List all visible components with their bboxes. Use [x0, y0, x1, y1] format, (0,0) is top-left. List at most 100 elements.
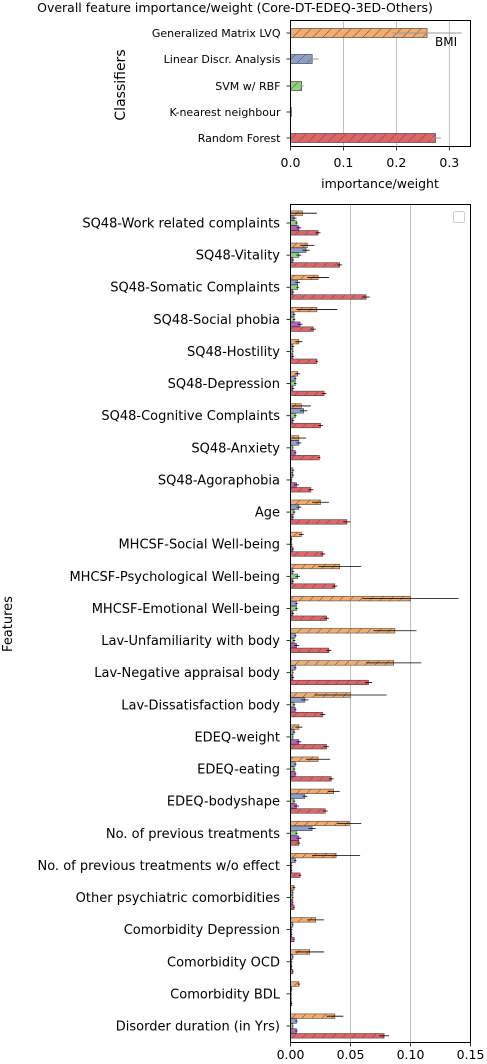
feature-chart-gridlines — [290, 204, 471, 1043]
bar-hatch-edeq-weight-generalized-matrix-lvq — [290, 724, 299, 730]
bar-hatch-sq48-agoraphobia-random-forest — [290, 487, 311, 493]
feature-y-tick-label: MHCSF-Social Well-being — [118, 538, 280, 553]
bar-hatch-mhcsf-emotional-well-being-random-forest — [290, 615, 327, 621]
bar-hatch-sq48-social-phobia-random-forest — [290, 326, 314, 332]
bar-hatch-mhcsf-emotional-well-being-generalized-matrix-lvq — [290, 596, 411, 601]
bar-hatch-other-psychiatric-comorbidities-random-forest — [290, 905, 295, 910]
bar-hatch-lav-negative-appraisal-body-generalized-matrix-lvq — [290, 660, 394, 666]
bar-hatch-lav-dissatisfaction-body-random-forest — [290, 712, 323, 717]
legend-box — [453, 211, 465, 223]
bar-hatch-lav-unfamiliarity-with-body-random-forest — [290, 648, 329, 653]
bar-hatch-edeq-eating-random-forest — [290, 776, 332, 782]
bar-hatch-linear-discr-analysis — [290, 54, 313, 64]
bar-hatch-lav-negative-appraisal-body-random-forest — [290, 680, 369, 685]
top-chart-y-ticks: Generalized Matrix LVQ Linear Discr. Anal… — [152, 27, 291, 145]
bar-hatch-comorbidity-ocd-random-forest — [290, 969, 293, 974]
feature-y-tick-label: SQ48-Anxiety — [191, 441, 280, 456]
top-y-tick-label: Linear Discr. Analysis — [164, 53, 281, 66]
top-chart-title: Overall feature importance/weight (Core-… — [37, 0, 433, 15]
feature-y-tick-label: Comorbidity BDL — [170, 987, 281, 1002]
bar-hatch-no-of-previous-treatments-random-forest — [290, 840, 299, 846]
bar-hatch-edeq-bodyshape-random-forest — [290, 808, 326, 814]
feature-y-tick-label: MHCSF-Emotional Well-being — [92, 602, 280, 617]
feature-y-tick-label: SQ48-Hostility — [187, 345, 280, 360]
top-x-tick-label: 0.3 — [439, 155, 459, 170]
feature-y-tick-label: Comorbidity OCD — [167, 955, 280, 970]
top-y-tick-label: SVM w/ RBF — [215, 80, 280, 93]
top-chart-annotation: BMI — [435, 35, 457, 49]
bar-hatch-sq48-depression-random-forest — [290, 391, 325, 396]
classifier-importance-chart: Overall feature importance/weight (Core-… — [37, 0, 471, 191]
bar-hatch-sq48-somatic-complaints-generalized-matrix-lvq — [290, 275, 319, 280]
bar-hatch-sq48-anxiety-random-forest — [290, 455, 320, 460]
feature-y-tick-label: SQ48-Vitality — [196, 249, 281, 264]
top-chart-gridlines — [290, 20, 450, 147]
feature-y-tick-label: SQ48-Somatic Complaints — [110, 281, 280, 296]
top-y-tick-label: Generalized Matrix LVQ — [152, 27, 281, 40]
feature-x-tick-label: 0.05 — [337, 1047, 365, 1062]
feature-y-tick-label: Comorbidity Depression — [124, 923, 280, 938]
bar-hatch-comorbidity-bdl-generalized-matrix-lvq — [290, 981, 299, 987]
bar-hatch-mhcsf-psychological-well-being-generalized-matrix-lvq — [290, 564, 340, 569]
feature-importance-chart: SQ48-Work related complaints SQ48-Vitalit… — [1, 204, 485, 1062]
feature-chart-frame — [290, 204, 471, 1043]
bar-hatch-sq48-somatic-complaints-random-forest — [290, 294, 367, 300]
feature-chart-y-ticks: SQ48-Work related complaints SQ48-Vitalit… — [37, 217, 291, 1035]
feature-y-tick-label: MHCSF-Psychological Well-being — [69, 570, 280, 585]
bar-hatch-disorder-duration-in-yrs-generalized-matrix-lvq — [290, 1013, 335, 1019]
feature-y-tick-label: Disorder duration (in Yrs) — [116, 1020, 280, 1035]
bar-hatch-other-psychiatric-comorbidities-generalized-matrix-lvq — [290, 885, 295, 891]
top-y-tick-label: K-nearest neighbour — [169, 106, 281, 119]
bar-hatch-sq48-hostility-random-forest — [290, 358, 317, 364]
bar-hatch-edeq-weight-random-forest — [290, 744, 327, 750]
feature-chart-ylabel: Features — [1, 596, 16, 652]
bar-hatch-sq48-hostility-generalized-matrix-lvq — [290, 339, 299, 344]
top-chart-xlabel: importance/weight — [321, 176, 439, 191]
top-y-tick-label: Random Forest — [198, 132, 281, 145]
feature-y-tick-label: Lav-Unfamiliarity with body — [101, 634, 280, 649]
feature-y-tick-label: No. of previous treatments w/o effect — [37, 859, 280, 874]
bar-hatch-sq48-work-related-complaints-random-forest — [290, 230, 319, 236]
feature-y-tick-label: EDEQ-bodyshape — [167, 795, 280, 810]
bar-hatch-age-generalized-matrix-lvq — [290, 499, 321, 505]
feature-y-tick-label: SQ48-Social phobia — [153, 313, 280, 328]
top-chart-x-ticks: 0.0 0.1 0.2 0.3 — [281, 146, 459, 170]
feature-y-tick-label: SQ48-Work related complaints — [82, 217, 280, 232]
bar-hatch-lav-unfamiliarity-with-body-generalized-matrix-lvq — [290, 628, 395, 634]
bar-hatch-svm-w-rbf — [290, 81, 302, 91]
bar-hatch-age-random-forest — [290, 519, 347, 525]
feature-y-tick-label: Lav-Negative appraisal body — [94, 666, 280, 681]
feature-y-tick-label: SQ48-Cognitive Complaints — [101, 409, 280, 424]
bar-hatch-comorbidity-depression-generalized-matrix-lvq — [290, 917, 316, 923]
feature-chart-bars — [290, 210, 459, 1039]
bar-hatch-mhcsf-social-well-being-random-forest — [290, 551, 323, 557]
feature-y-tick-label: Age — [255, 506, 280, 521]
top-x-tick-label: 0.0 — [281, 155, 301, 170]
bar-hatch-random-forest — [290, 133, 436, 143]
top-x-tick-label: 0.1 — [333, 155, 353, 170]
feature-y-tick-label: SQ48-Depression — [168, 377, 280, 392]
bar-hatch-mhcsf-social-well-being-generalized-matrix-lvq — [290, 532, 302, 537]
bar-hatch-generalized-matrix-lvq — [290, 28, 428, 38]
bar-hatch-edeq-bodyshape-generalized-matrix-lvq — [290, 789, 334, 794]
feature-y-tick-label: No. of previous treatments — [106, 827, 280, 842]
bar-hatch-disorder-duration-in-yrs-random-forest — [290, 1033, 385, 1039]
top-chart-bars — [290, 28, 462, 143]
feature-x-tick-label: 0.15 — [457, 1047, 485, 1062]
bar-hatch-sq48-vitality-generalized-matrix-lvq — [290, 243, 308, 248]
feature-y-tick-label: Other psychiatric comorbidities — [76, 891, 281, 906]
feature-y-tick-label: Lav-Dissatisfaction body — [121, 698, 280, 713]
bar-hatch-no-of-previous-treatments-w-o-effect-random-forest — [290, 872, 301, 878]
bar-hatch-comorbidity-depression-random-forest — [290, 937, 295, 942]
bar-hatch-no-of-previous-treatments-generalized-matrix-lvq — [290, 821, 350, 826]
bar-hatch-sq48-depression-generalized-matrix-lvq — [290, 371, 298, 377]
feature-chart-x-ticks: 0.00 0.05 0.10 0.15 — [277, 1042, 485, 1062]
feature-y-tick-label: EDEQ-eating — [197, 763, 280, 778]
top-x-tick-label: 0.2 — [386, 155, 406, 170]
top-chart-frame — [290, 20, 471, 147]
bar-hatch-mhcsf-psychological-well-being-random-forest — [290, 583, 335, 589]
top-chart-ylabel: Classifiers — [113, 49, 129, 120]
bar-hatch-edeq-eating-generalized-matrix-lvq — [290, 756, 319, 762]
feature-x-tick-label: 0.00 — [277, 1047, 305, 1062]
